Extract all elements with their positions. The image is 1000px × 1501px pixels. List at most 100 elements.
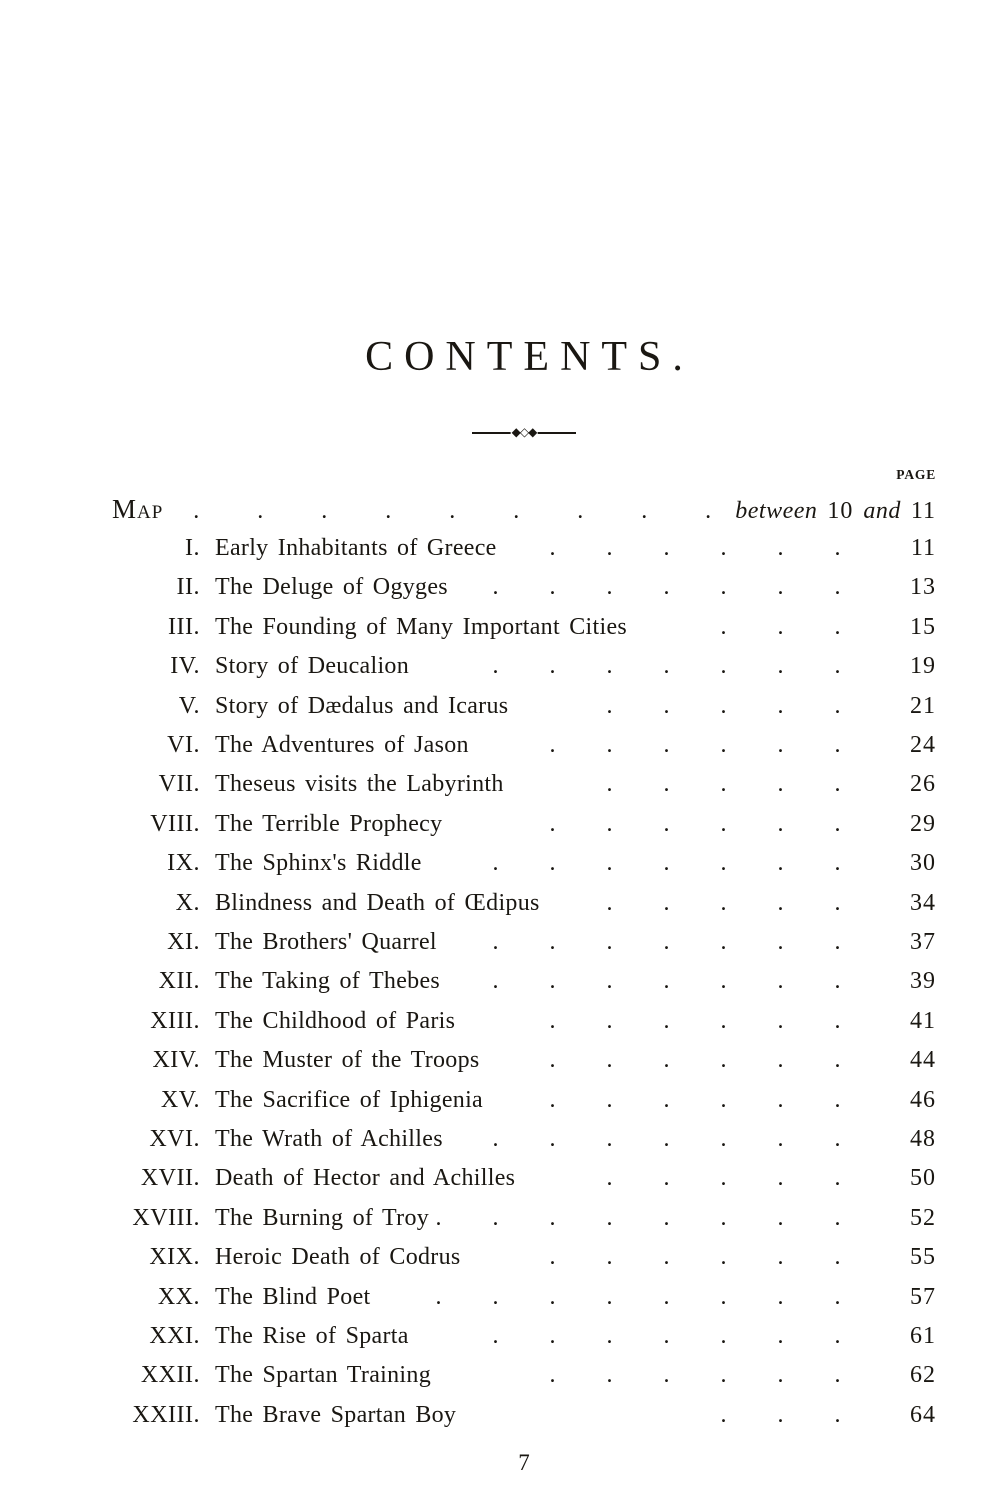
leader-dot: . <box>193 497 200 524</box>
leader-dot: . <box>834 535 841 562</box>
leader-dot: . <box>720 1322 727 1349</box>
leader-dot: . <box>777 574 784 601</box>
leader-dot: . <box>663 1125 670 1152</box>
toc-entry: XVI. The Wrath of Achilles ....... 48 <box>112 1120 936 1159</box>
page-number: 37 <box>910 928 936 955</box>
toc-entry: XI. The Brothers' Quarrel ....... 37 <box>112 923 936 962</box>
chapter-title: Theseus visits the Labyrinth <box>215 771 504 798</box>
leader-dot: . <box>641 497 648 524</box>
dot-leader: ....... <box>437 923 878 962</box>
leader-dot: . <box>663 1322 670 1349</box>
page-column-header: PAGE <box>896 467 936 483</box>
leader-dot: . <box>663 1283 670 1310</box>
leader-dot: . <box>606 1204 613 1231</box>
page-number: 61 <box>910 1322 936 1349</box>
dot-leader: ....... <box>448 568 878 607</box>
leader-dot: . <box>834 1125 841 1152</box>
chapter-title: The Brothers' Quarrel <box>215 928 437 955</box>
leader-dot: . <box>777 1244 784 1271</box>
leader-dot: . <box>720 732 727 759</box>
chapter-title: Story of Deucalion <box>215 653 410 680</box>
chapter-title: The Wrath of Achilles <box>215 1125 443 1152</box>
leader-dot: . <box>663 1165 670 1192</box>
toc-entry: III. The Founding of Many Important Citi… <box>112 608 936 647</box>
chapter-title: The Terrible Prophecy <box>215 810 443 837</box>
leader-dot: . <box>834 1401 841 1428</box>
chapter-numeral: XIV. <box>152 1047 200 1074</box>
dot-leader: ........ <box>371 1278 878 1317</box>
dot-leader: ...... <box>431 1356 878 1395</box>
toc-entry: XV. The Sacrifice of Iphigenia ...... 46 <box>112 1081 936 1120</box>
chapter-title: Blindness and Death of Œdipus <box>215 889 540 916</box>
leader-dot: . <box>606 771 613 798</box>
leader-dot: . <box>492 1125 499 1152</box>
leader-dot: . <box>492 1322 499 1349</box>
leader-dot: . <box>663 968 670 995</box>
leader-dot: . <box>720 850 727 877</box>
leader-dot: . <box>834 574 841 601</box>
dot-leader: ..... <box>515 1159 878 1198</box>
chapter-numeral: XXII. <box>140 1362 200 1389</box>
leader-dot: . <box>549 1047 556 1074</box>
toc-entry: II. The Deluge of Ogyges ....... 13 <box>112 568 936 607</box>
chapter-title: The Spartan Training <box>215 1362 431 1389</box>
leader-dot: . <box>777 850 784 877</box>
page-number: 15 <box>910 613 936 640</box>
leader-dot: . <box>720 613 727 640</box>
leader-dot: . <box>777 1322 784 1349</box>
leader-dot: . <box>549 1244 556 1271</box>
page-number: 55 <box>910 1244 936 1271</box>
page-number: 39 <box>910 968 936 995</box>
page-number: 11 <box>910 535 936 562</box>
page-number: 41 <box>910 1007 936 1034</box>
leader-dot: . <box>777 889 784 916</box>
leader-dot: . <box>834 1047 841 1074</box>
toc-entry: XX. The Blind Poet ........ 57 <box>112 1278 936 1317</box>
leader-dot: . <box>492 850 499 877</box>
leader-dot: . <box>435 1283 442 1310</box>
chapter-title: The Rise of Sparta <box>215 1322 409 1349</box>
chapter-title: The Brave Spartan Boy <box>215 1401 457 1428</box>
leader-dot: . <box>720 771 727 798</box>
chapter-title: The Taking of Thebes <box>215 968 441 995</box>
leader-dot: . <box>834 1362 841 1389</box>
dot-leader: ..... <box>508 687 878 726</box>
page-title: CONTENTS. <box>365 334 694 380</box>
leader-dot: . <box>663 1086 670 1113</box>
toc-entry: XIX. Heroic Death of Codrus ...... 55 <box>112 1238 936 1277</box>
toc-entry: XII. The Taking of Thebes ....... 39 <box>112 962 936 1001</box>
chapter-title: The Adventures of Jason <box>215 732 469 759</box>
toc-entry: IX. The Sphinx's Riddle ....... 30 <box>112 844 936 883</box>
leader-dot: . <box>492 968 499 995</box>
toc-entry: XXII. The Spartan Training ...... 62 <box>112 1356 936 1395</box>
toc-entry: VI. The Adventures of Jason ...... 24 <box>112 726 936 765</box>
leader-dot: . <box>834 732 841 759</box>
leader-dot: . <box>720 889 727 916</box>
dot-leader: ..... <box>504 765 878 804</box>
leader-dot: . <box>606 1165 613 1192</box>
leader-dot: . <box>834 1322 841 1349</box>
toc-entry: IV. Story of Deucalion ....... 19 <box>112 647 936 686</box>
map-ref-page-start: 10 <box>827 497 854 524</box>
dot-leader: ..... <box>540 884 878 923</box>
leader-dot: . <box>663 692 670 719</box>
leader-dot: . <box>513 497 520 524</box>
leader-dot: . <box>720 535 727 562</box>
leader-dot: . <box>720 1007 727 1034</box>
page-number: 19 <box>910 653 936 680</box>
toc-map-row: Map ......... between 10 and 11 <box>112 490 936 529</box>
leader-dot: . <box>834 771 841 798</box>
page-number: 29 <box>910 810 936 837</box>
leader-dot: . <box>606 653 613 680</box>
leader-dot: . <box>663 1047 670 1074</box>
leader-dot: . <box>492 928 499 955</box>
leader-dot: . <box>777 535 784 562</box>
page-number: 64 <box>910 1401 936 1428</box>
dot-leader: ....... <box>443 1120 878 1159</box>
leader-dot: . <box>834 1086 841 1113</box>
leader-dot: . <box>606 732 613 759</box>
leader-dot: . <box>492 653 499 680</box>
leader-dot: . <box>549 653 556 680</box>
leader-dot: . <box>720 1086 727 1113</box>
page-number: 50 <box>910 1165 936 1192</box>
